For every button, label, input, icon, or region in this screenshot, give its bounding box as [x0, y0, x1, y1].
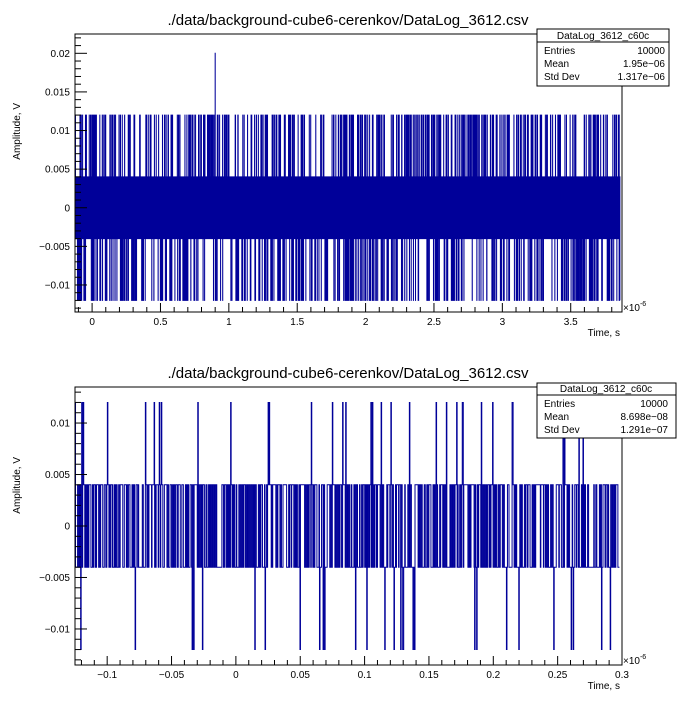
top-x-tick-label: 0: [89, 317, 95, 328]
top-x-exponent: ×10-6: [623, 301, 646, 314]
top-y-tick-label: 0.005: [45, 165, 70, 176]
bottom-y-axis-label: Amplitude, V: [12, 457, 23, 514]
top-x-tick-label: 3.5: [564, 317, 578, 328]
top-x-ticks: 0 0.5 1 1.5 2 2.5 3 3.5: [77, 303, 613, 328]
top-y-axis-label: Amplitude, V: [12, 103, 23, 160]
bottom-stats-entries-label: Entries: [544, 399, 575, 410]
bottom-stats-box: DataLog_3612_c60c Entries 10000 Mean 8.6…: [536, 382, 677, 439]
top-x-axis-label: Time, s: [588, 328, 620, 339]
bottom-y-tick-label: 0.005: [45, 470, 70, 481]
bottom-x-tick-label: −0.05: [159, 670, 185, 681]
bottom-y-tick-label: −0.01: [45, 624, 71, 635]
bottom-y-ticks: −0.01 −0.005 0 0.005 0.01: [39, 391, 87, 661]
bottom-waveform: [75, 401, 620, 651]
top-stats-box: DataLog_3612_c60c Entries 10000 Mean 1.9…: [536, 28, 670, 87]
bottom-x-tick-label: 0: [233, 670, 239, 681]
bottom-series-line: [75, 401, 620, 651]
top-x-tick-label: 0.5: [154, 317, 168, 328]
bottom-stats-title: DataLog_3612_c60c: [560, 384, 652, 395]
top-stats-stddev-label: Std Dev: [544, 72, 580, 83]
bottom-stats-mean-value: 8.698e−08: [620, 412, 668, 423]
bottom-y-tick-label: −0.005: [39, 573, 70, 584]
top-y-tick-label: 0.02: [51, 49, 71, 60]
top-stats-mean-value: 1.95e−06: [623, 59, 665, 70]
bottom-chart-title: ./data/background-cube6-cerenkov/DataLog…: [167, 365, 529, 382]
bottom-stats-mean-label: Mean: [544, 412, 569, 423]
top-y-tick-label: −0.005: [39, 242, 70, 253]
top-x-tick-label: 1: [226, 317, 232, 328]
top-y-tick-label: 0: [64, 203, 70, 214]
top-x-tick-label: 2: [363, 317, 369, 328]
bottom-x-tick-label: 0.2: [486, 670, 500, 681]
bottom-x-tick-label: −0.1: [97, 670, 117, 681]
bottom-stats-stddev-value: 1.291e−07: [620, 425, 668, 436]
top-x-tick-label: 2.5: [427, 317, 441, 328]
top-y-tick-label: −0.01: [45, 280, 71, 291]
bottom-x-axis-label: Time, s: [588, 681, 620, 692]
top-x-tick-label: 1.5: [290, 317, 304, 328]
top-x-tick-label: 3: [500, 317, 506, 328]
top-stats-mean-label: Mean: [544, 59, 569, 70]
bottom-x-tick-label: 0.1: [358, 670, 372, 681]
bottom-x-exponent: ×10-6: [623, 654, 646, 667]
bottom-y-tick-label: 0: [64, 522, 70, 533]
top-plot-frame: [74, 33, 623, 313]
bottom-stats-entries-value: 10000: [640, 399, 668, 410]
top-series-line: [74, 52, 621, 301]
bottom-x-tick-label: 0.15: [419, 670, 439, 681]
top-stats-entries-value: 10000: [637, 46, 665, 57]
top-stats-stddev-value: 1.317e−06: [617, 72, 665, 83]
top-y-tick-label: 0.01: [51, 126, 71, 137]
top-pad: ./data/background-cube6-cerenkov/DataLog…: [12, 12, 670, 339]
bottom-y-tick-label: 0.01: [51, 419, 71, 430]
bottom-x-tick-label: 0.25: [548, 670, 568, 681]
bottom-pad: ./data/background-cube6-cerenkov/DataLog…: [12, 365, 677, 692]
top-chart-title: ./data/background-cube6-cerenkov/DataLog…: [167, 12, 529, 29]
bottom-x-tick-label: 0.3: [615, 670, 629, 681]
top-stats-title: DataLog_3612_c60c: [557, 31, 649, 42]
bottom-x-tick-label: 0.05: [291, 670, 311, 681]
bottom-stats-stddev-label: Std Dev: [544, 425, 580, 436]
top-stats-entries-label: Entries: [544, 46, 575, 57]
bottom-x-ticks: −0.1 −0.05 0 0.05 0.1 0.15 0.2 0.25 0.3: [80, 656, 629, 681]
top-waveform: [74, 52, 621, 301]
top-y-ticks: −0.01 −0.005 0 0.005 0.01 0.015 0.02: [39, 37, 87, 309]
top-y-tick-label: 0.015: [45, 87, 70, 98]
bottom-plot-frame: [74, 386, 623, 666]
